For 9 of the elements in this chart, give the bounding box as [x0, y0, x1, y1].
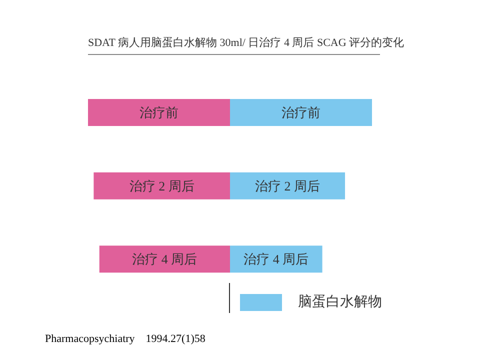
legend-label: 脑蛋白水解物	[298, 294, 382, 311]
category-label: 治疗前	[140, 105, 178, 120]
category-label: 治疗 4 周后	[244, 252, 309, 267]
text: Pharmacopsychiatry 1994.27(1)58	[45, 333, 206, 345]
category-label: 治疗前	[282, 105, 320, 120]
category-label: 治疗 2 周后	[129, 178, 194, 194]
chart-title: SDAT 病人用脑蛋白水解物 30ml/ 日治疗 4 周后 SCAG 评分的变化	[88, 36, 404, 50]
category-label: 治疗 2 周后	[255, 178, 320, 194]
category-label: 治疗 4 周后	[132, 252, 198, 267]
